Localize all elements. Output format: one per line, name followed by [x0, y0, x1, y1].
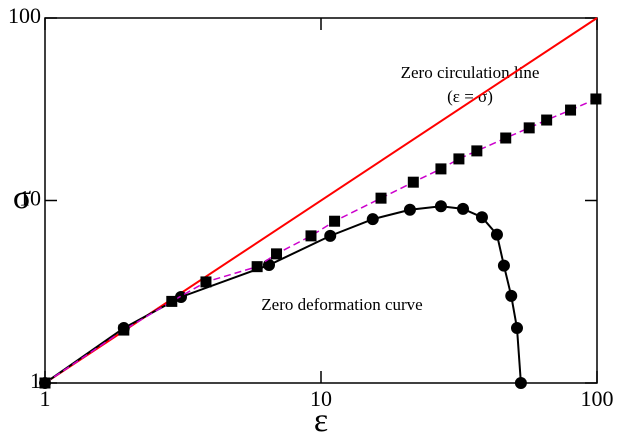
marker	[403, 203, 416, 216]
marker	[251, 261, 263, 273]
marker	[541, 114, 553, 126]
marker	[565, 104, 577, 116]
y-tick-label: 10	[19, 186, 41, 211]
y-axis-label: σ	[13, 179, 31, 216]
annotation: Zero circulation line	[401, 63, 540, 82]
marker	[510, 322, 523, 335]
marker	[305, 230, 317, 242]
marker	[523, 122, 535, 134]
marker	[407, 176, 419, 188]
marker	[118, 324, 130, 336]
marker	[166, 295, 178, 307]
marker	[453, 153, 465, 165]
x-axis-label: ε	[314, 402, 328, 439]
marker	[200, 276, 212, 288]
marker	[490, 228, 503, 241]
marker	[514, 377, 527, 389]
marker	[505, 289, 518, 302]
marker	[329, 215, 341, 227]
marker	[262, 259, 275, 272]
marker	[457, 202, 470, 215]
y-tick-label: 1	[30, 368, 41, 393]
annotation: Zero deformation curve	[261, 295, 422, 314]
y-tick-label: 100	[8, 3, 41, 28]
marker	[500, 132, 512, 144]
marker	[39, 377, 51, 389]
marker	[435, 163, 447, 175]
x-tick-label: 1	[40, 386, 51, 411]
marker	[366, 213, 379, 226]
marker	[324, 229, 337, 242]
marker	[471, 145, 483, 157]
marker	[497, 259, 510, 272]
marker	[271, 248, 283, 260]
marker	[590, 93, 602, 105]
annotation: (ε = σ)	[447, 87, 493, 106]
x-tick-label: 100	[581, 386, 614, 411]
marker	[375, 192, 387, 204]
x-tick-label: 10	[310, 386, 332, 411]
marker	[434, 200, 447, 213]
marker	[475, 211, 488, 224]
